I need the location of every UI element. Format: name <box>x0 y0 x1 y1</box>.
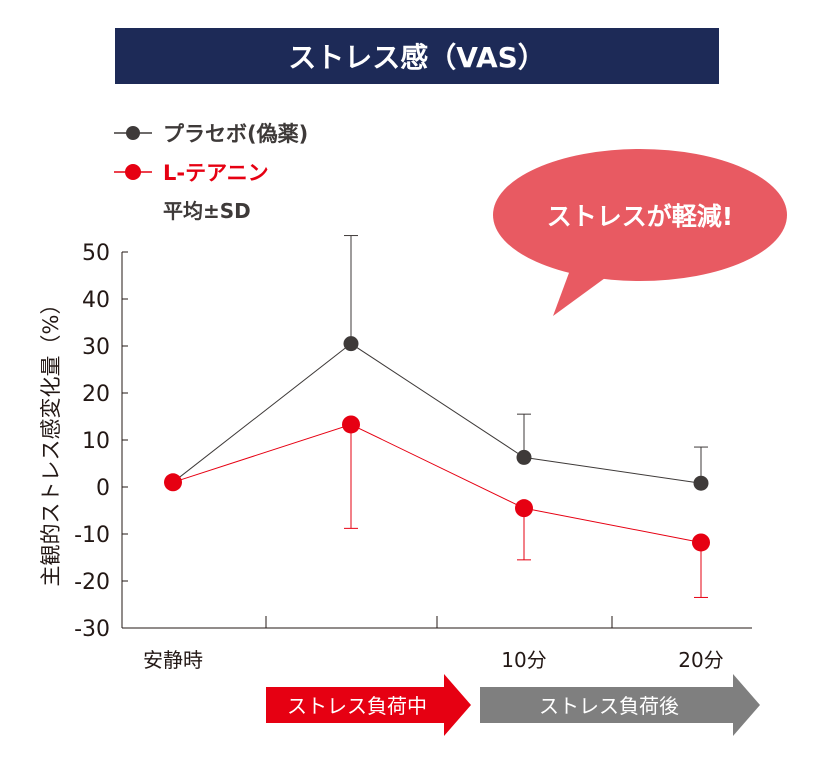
phase-arrow-after: ストレス負荷後 <box>480 674 760 736</box>
legend-marker-placebo <box>126 126 140 140</box>
data-point <box>343 336 359 352</box>
phase-label-during: ストレス負荷中 <box>287 694 427 718</box>
y-tick-label: 30 <box>82 335 110 360</box>
y-ticks: 50 40 30 20 10 0 -10 -20 -30 <box>74 241 128 642</box>
callout-ellipse <box>493 149 787 281</box>
series-line <box>172 423 702 543</box>
data-point <box>515 499 533 518</box>
legend-label-placebo: プラセボ(偽薬) <box>163 122 308 146</box>
data-point <box>342 415 360 434</box>
y-tick-label: 50 <box>82 241 110 266</box>
callout-bubble: ストレスが軽減! <box>493 149 787 316</box>
x-tick-labels: 安静時 10分 20分 <box>143 648 724 672</box>
legend-label-theanine: L-テアニン <box>163 161 269 185</box>
y-tick-label: -20 <box>74 570 110 595</box>
callout-text: ストレスが軽減! <box>547 202 733 231</box>
data-point <box>693 475 709 491</box>
series-layer <box>164 235 710 598</box>
series-line <box>172 343 702 484</box>
y-axis-label: 主観的ストレス感変化量（%） <box>39 294 63 587</box>
y-tick-label: 20 <box>82 382 110 407</box>
legend-note: 平均±SD <box>163 199 251 223</box>
y-tick-label: 0 <box>96 476 110 501</box>
series-theanine <box>164 415 710 598</box>
y-tick-label: 10 <box>82 429 110 454</box>
phase-arrow-during: ストレス負荷中 <box>266 674 471 736</box>
y-tick-label: 40 <box>82 288 110 313</box>
y-tick-label: -10 <box>74 523 110 548</box>
data-point <box>516 449 532 465</box>
phase-arrow-during-shape <box>266 674 471 736</box>
y-tick-label: -30 <box>74 617 110 642</box>
phase-label-after: ストレス負荷後 <box>539 694 679 718</box>
x-dividers <box>265 616 613 628</box>
title-banner <box>115 28 719 84</box>
chart-title: ストレス感（VAS） <box>288 41 546 74</box>
data-point <box>692 533 710 552</box>
x-tick-label: 10分 <box>501 648 546 672</box>
x-tick-label: 20分 <box>678 648 723 672</box>
data-point <box>164 473 182 492</box>
legend: プラセボ(偽薬) L-テアニン 平均±SD <box>114 122 308 223</box>
phase-arrow-after-shape <box>480 674 760 736</box>
legend-marker-theanine <box>125 164 141 180</box>
x-tick-label: 安静時 <box>143 648 203 672</box>
